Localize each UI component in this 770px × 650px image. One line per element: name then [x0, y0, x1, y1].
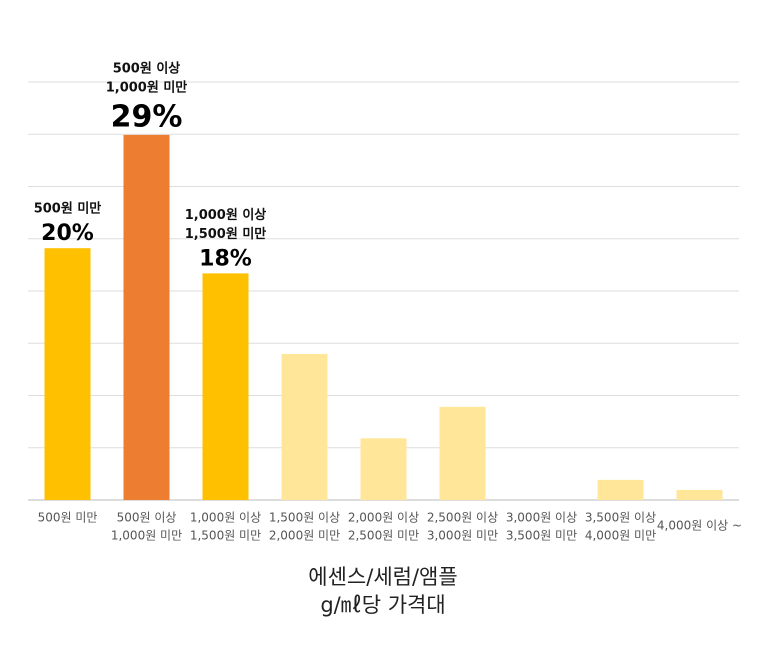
x-tick-label: 4,000원 미만	[585, 529, 656, 543]
x-tick-label: 4,000원 이상 ~	[657, 519, 742, 533]
annotation: 1,000원 미만	[106, 79, 188, 95]
bar	[439, 406, 486, 500]
x-tick-label: 2,500원 이상	[427, 511, 498, 525]
bar	[281, 353, 328, 500]
bar	[676, 489, 723, 500]
annotation: 1,500원 미만	[185, 226, 267, 242]
x-tick-label: 2,500원 미만	[348, 529, 419, 543]
x-axis-title: 에센스/세럼/앰플	[308, 565, 457, 589]
value-label: 20%	[41, 221, 94, 246]
x-tick-label: 1,000원 미만	[111, 529, 182, 543]
x-tick-label: 1,500원 미만	[190, 529, 261, 543]
x-tick-label: 2,000원 이상	[348, 511, 419, 525]
x-tick-label: 1,000원 이상	[190, 511, 261, 525]
value-label: 29%	[111, 99, 183, 134]
value-label: 18%	[199, 246, 252, 271]
bar	[202, 273, 249, 500]
annotation: 500원 이상	[113, 60, 181, 76]
annotation: 500원 미만	[34, 201, 102, 217]
x-tick-label: 3,000원 이상	[506, 511, 577, 525]
bar	[44, 248, 91, 500]
x-tick-label: 500원 이상	[117, 511, 177, 525]
x-tick-label: 3,500원 미만	[506, 529, 577, 543]
annotation: 1,000원 이상	[185, 207, 267, 223]
bar	[123, 134, 170, 500]
x-axis-title: g/㎖당 가격대	[320, 593, 445, 617]
x-tick-label: 3,000원 미만	[427, 529, 498, 543]
x-tick-label: 500원 미만	[38, 511, 98, 525]
bar	[597, 479, 644, 500]
x-tick-label: 2,000원 미만	[269, 529, 340, 543]
x-tick-label: 1,500원 이상	[269, 511, 340, 525]
x-tick-label: 3,500원 이상	[585, 511, 656, 525]
bar	[360, 438, 407, 500]
